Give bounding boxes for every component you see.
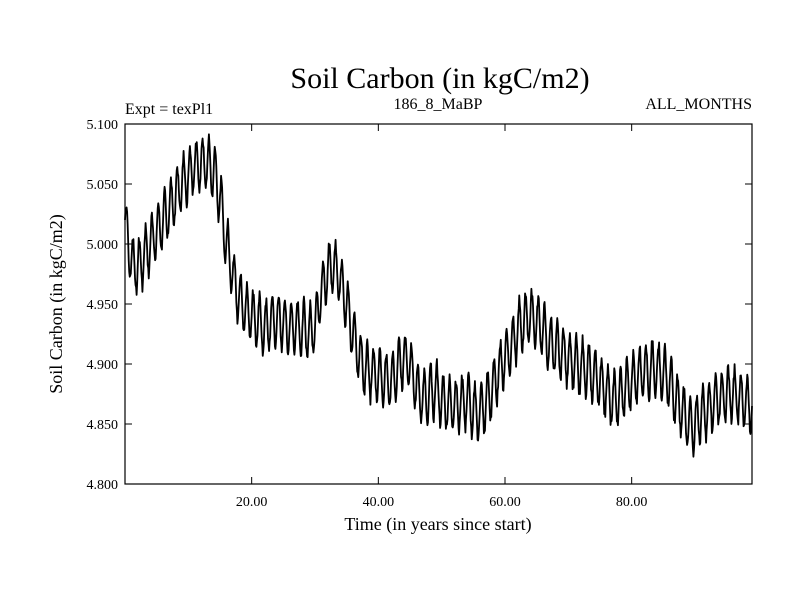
soil-carbon-series-line xyxy=(124,133,753,458)
x-tick-label: 40.00 xyxy=(363,495,395,510)
x-axis: 20.00 40.00 60.00 80.00 xyxy=(236,124,648,510)
experiment-label: Expt = texPl1 xyxy=(125,101,213,118)
y-tick-label: 4.900 xyxy=(87,358,119,373)
plot-frame xyxy=(124,123,753,485)
x-tick-label: 20.00 xyxy=(236,495,268,510)
period-label: 186_8_MaBP xyxy=(394,96,483,113)
y-tick-label: 5.100 xyxy=(87,118,119,133)
y-tick-label: 4.850 xyxy=(87,418,119,433)
y-axis: 4.800 4.850 4.900 4.950 5.000 5.050 5.100 xyxy=(87,118,752,493)
x-tick-label: 80.00 xyxy=(616,495,648,510)
y-tick-label: 4.800 xyxy=(87,478,119,493)
y-tick-label: 4.950 xyxy=(87,298,119,313)
x-axis-label: Time (in years since start) xyxy=(344,514,531,535)
x-tick-label: 60.00 xyxy=(489,495,521,510)
months-label: ALL_MONTHS xyxy=(645,96,752,113)
y-axis-label: Soil Carbon (in kgC/m2) xyxy=(46,214,67,394)
y-tick-label: 5.050 xyxy=(87,178,119,193)
chart-title: Soil Carbon (in kgC/m2) xyxy=(290,62,589,95)
y-tick-label: 5.000 xyxy=(87,238,119,253)
